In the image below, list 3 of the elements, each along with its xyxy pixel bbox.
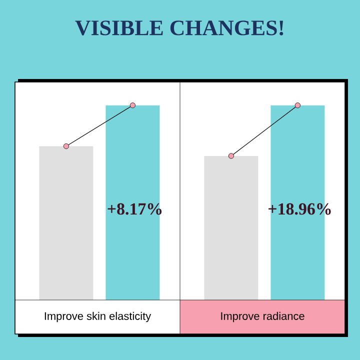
x-axis-title: Improve skin elasticity bbox=[44, 312, 152, 322]
chart-title: VISIBLE CHANGES! bbox=[75, 20, 284, 36]
x-axis-title: Improve radiance bbox=[221, 312, 304, 322]
